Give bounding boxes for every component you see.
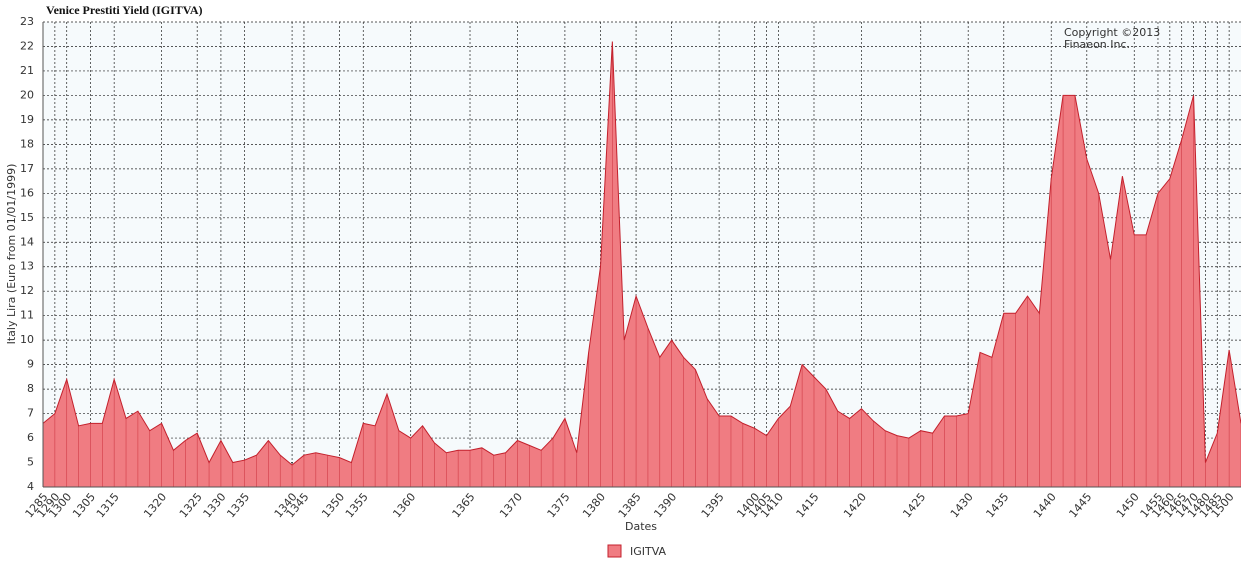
x-tick-label: 1315	[94, 491, 122, 521]
legend-label: IGITVA	[630, 545, 667, 558]
marks	[42, 22, 1241, 488]
x-tick-label: 1445	[1066, 491, 1094, 521]
x-tick-label: 1450	[1114, 491, 1142, 521]
y-axis-label: Italy Lira (Euro from 01/01/1999)	[5, 164, 18, 345]
y-tick-label: 14	[20, 235, 34, 248]
y-tick-label: 8	[27, 382, 34, 395]
y-tick-label: 17	[20, 162, 34, 175]
chart-title: Venice Prestiti Yield (IGITVA)	[46, 3, 203, 17]
x-tick-label: 1420	[841, 491, 869, 521]
x-tick-label: 1330	[201, 491, 229, 521]
x-tick-label: 1425	[900, 491, 928, 521]
y-tick-label: 18	[20, 137, 34, 150]
y-tick-label: 13	[20, 260, 34, 273]
y-tick-label: 16	[20, 186, 34, 199]
y-tick-label: 6	[27, 431, 34, 444]
x-tick-label: 1305	[70, 491, 98, 521]
y-tick-label: 20	[20, 88, 34, 101]
x-tick-label: 1380	[580, 491, 608, 521]
x-tick-label: 1350	[319, 491, 347, 521]
y-tick-label: 23	[20, 15, 34, 28]
area	[43, 41, 1241, 487]
y-tick-label: 11	[20, 309, 34, 322]
y-tick-label: 7	[27, 407, 34, 420]
y-tick-label: 10	[20, 333, 34, 346]
x-tick-label: 1355	[343, 491, 371, 521]
y-tick-label: 5	[27, 456, 34, 469]
x-tick-label: 1370	[497, 491, 525, 521]
y-tick-label: 15	[20, 211, 34, 224]
x-axis-label: Dates	[625, 520, 657, 533]
legend-swatch	[607, 544, 622, 558]
x-tick-label: 1435	[983, 491, 1011, 521]
copyright: Copyright ©2013	[1064, 26, 1160, 39]
x-tick-label: 1365	[450, 491, 478, 521]
area-line	[42, 41, 1241, 466]
x-tick-label: 1395	[699, 491, 727, 521]
y-tick-label: 22	[20, 39, 34, 52]
x-tick-label: 1375	[545, 491, 573, 521]
x-tick-label: 1430	[948, 491, 976, 521]
y-tick-label: 12	[20, 284, 34, 297]
y-tick-label: 21	[20, 64, 34, 77]
x-tick-label: 1360	[390, 491, 418, 521]
x-tick-label: 1325	[177, 491, 205, 521]
y-tick-label: 9	[27, 358, 34, 371]
x-tick-label: 1335	[224, 491, 252, 521]
x-tick-label: 1390	[651, 491, 679, 521]
x-tick-label: 1440	[1031, 491, 1059, 521]
x-tick-label: 1320	[141, 491, 169, 521]
x-tick-label: 1415	[794, 491, 822, 521]
y-tick-label: 19	[20, 113, 34, 126]
x-tick-label: 1385	[616, 491, 644, 521]
copyright: Finaeon Inc.	[1064, 38, 1130, 51]
y-tick-label: 4	[27, 480, 34, 493]
